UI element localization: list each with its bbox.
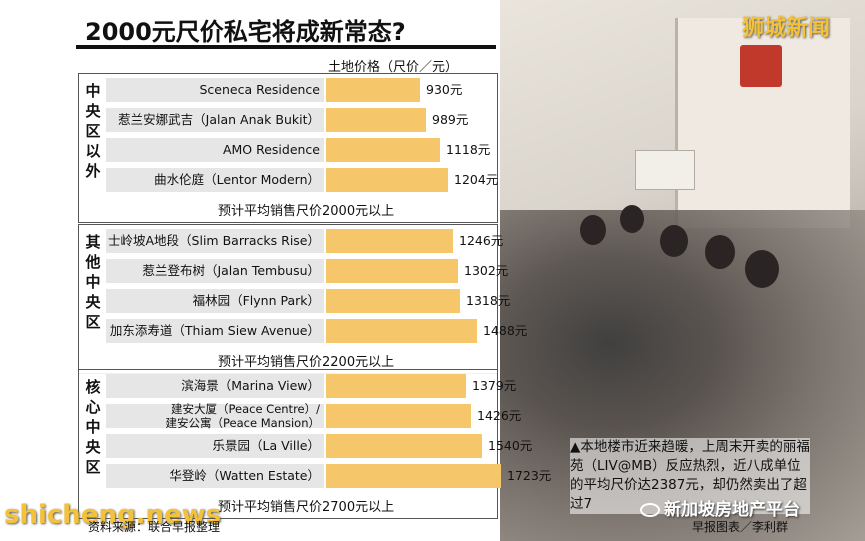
- chart-title: 2000元尺价私宅将成新常态?: [85, 18, 406, 46]
- person-head: [620, 205, 644, 233]
- category-label: 华登岭（Watten Estate）: [169, 468, 320, 483]
- row-background: [106, 259, 324, 283]
- row-background: [106, 138, 324, 162]
- bar: [326, 259, 458, 283]
- category-label: Sceneca Residence: [199, 82, 320, 97]
- row-background: [106, 434, 324, 458]
- person-head: [745, 250, 779, 288]
- platform-watermark: 新加坡房地产平台: [640, 495, 800, 520]
- category-label: 惹兰安娜武吉（Jalan Anak Bukit）: [118, 112, 320, 127]
- bar: [326, 168, 448, 192]
- showroom-sign: [635, 150, 695, 190]
- row-background: [106, 404, 324, 428]
- category-label: 建安大厦（Peace Centre）/建安公寓（Peace Mansion）: [165, 402, 320, 430]
- bar: [326, 78, 420, 102]
- bar: [326, 289, 460, 313]
- bar-value-label: 1246元: [459, 233, 504, 248]
- site-watermark: shicheng.news: [4, 500, 222, 530]
- bar-value-label: 1488元: [483, 323, 528, 338]
- category-label: 滨海景（Marina View）: [181, 378, 320, 393]
- category-label: AMO Residence: [222, 142, 320, 157]
- bar-value-label: 1540元: [488, 438, 533, 453]
- title-divider: [76, 45, 496, 49]
- bar-value-label: 1723元: [507, 468, 552, 483]
- chart-credit: 早报图表／李利群: [692, 520, 789, 534]
- bar: [326, 374, 466, 398]
- bar-value-label: 1302元: [464, 263, 509, 278]
- row-background: [106, 229, 324, 253]
- bar: [326, 404, 471, 428]
- bar-value-label: 1118元: [446, 142, 491, 157]
- group-note: 预计平均销售尺价2000元以上: [218, 204, 395, 219]
- group-label: 其他中央区: [85, 233, 101, 331]
- category-label: 福林园（Flynn Park）: [192, 293, 320, 308]
- row-background: [106, 464, 324, 488]
- bar: [326, 108, 426, 132]
- row-background: [106, 108, 324, 132]
- bar: [326, 229, 453, 253]
- group-label: 核心中央区: [85, 378, 101, 476]
- photo-caption: ▲本地楼市近来趋暖，上周末开卖的丽福苑（LIV@MB）反应热烈，近八成单位的平均…: [570, 438, 810, 514]
- bar: [326, 464, 501, 488]
- row-background: [106, 374, 324, 398]
- person-head: [705, 235, 735, 269]
- source-credit: 资料来源：联合早报整理: [88, 520, 221, 534]
- bar-value-label: 989元: [432, 112, 469, 127]
- group-label: 中央区以外: [85, 82, 101, 180]
- group-note: 预计平均销售尺价2700元以上: [218, 500, 395, 515]
- bar: [326, 138, 440, 162]
- category-label: 惹兰登布树（Jalan Tembusu）: [142, 263, 320, 278]
- category-label: 加东添寿道（Thiam Siew Avenue）: [109, 323, 320, 338]
- category-label: 乐景园（La Ville）: [212, 438, 320, 453]
- group-note: 预计平均销售尺价2200元以上: [218, 355, 395, 370]
- row-background: [106, 319, 324, 343]
- bar-value-label: 1426元: [477, 408, 522, 423]
- bar-value-label: 1379元: [472, 378, 517, 393]
- bar-value-label: 930元: [426, 82, 463, 97]
- bar-value-label: 1204元: [454, 172, 499, 187]
- person-head: [580, 215, 606, 245]
- platform-watermark-text: 新加坡房地产平台: [664, 500, 800, 520]
- category-label: 曲水伦庭（Lentor Modern）: [154, 172, 320, 187]
- unit-label: 土地价格（尺价／元）: [328, 60, 459, 75]
- category-label: 士岭坡A地段（Slim Barracks Rise）: [108, 233, 320, 248]
- person-head: [660, 225, 688, 257]
- row-background: [106, 168, 324, 192]
- row-background: [106, 78, 324, 102]
- brand-watermark: 狮城新闻: [742, 16, 831, 41]
- bar-value-label: 1318元: [466, 293, 511, 308]
- wechat-icon: [640, 503, 660, 517]
- row-background: [106, 289, 324, 313]
- developer-logo: [740, 45, 782, 87]
- bar: [326, 434, 482, 458]
- bar: [326, 319, 477, 343]
